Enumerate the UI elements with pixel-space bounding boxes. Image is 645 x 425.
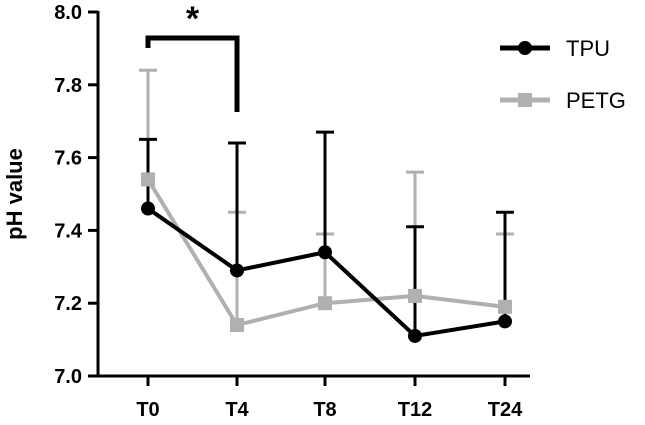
data-point xyxy=(498,314,512,329)
data-point xyxy=(318,245,332,260)
legend-marker xyxy=(518,93,532,107)
y-tick-label: 7.2 xyxy=(54,293,82,315)
y-tick-label: 7.0 xyxy=(54,366,82,388)
data-point xyxy=(230,263,244,278)
legend-item-petg: PETG xyxy=(500,88,626,113)
y-tick-label: 7.4 xyxy=(54,220,83,242)
x-tick-label: T0 xyxy=(136,399,159,421)
legend-item-tpu: TPU xyxy=(500,36,610,61)
x-tick-label: T8 xyxy=(313,399,336,421)
data-point xyxy=(230,318,244,333)
x-tick-label: T24 xyxy=(488,399,523,421)
annotation-layer: * xyxy=(145,0,240,112)
y-tick-label: 7.6 xyxy=(54,148,82,170)
x-tick-label: T12 xyxy=(398,399,432,421)
legend: TPU PETG xyxy=(500,36,626,113)
y-tick-label: 8.0 xyxy=(54,2,82,24)
data-point xyxy=(141,201,155,216)
x-tick-label: T4 xyxy=(225,399,249,421)
axes: 7.0 7.2 7.4 7.6 7.8 8.0 T0 T4 T8 T12 T24 xyxy=(54,2,530,421)
legend-marker xyxy=(518,41,532,55)
y-tick-label: 7.8 xyxy=(54,75,82,97)
data-point xyxy=(408,328,422,343)
data-point xyxy=(498,299,512,314)
y-axis-title: pH value xyxy=(2,148,27,240)
series-petg xyxy=(141,172,512,333)
significance-star: * xyxy=(186,0,200,38)
series-tpu xyxy=(141,201,512,343)
data-point xyxy=(318,296,332,311)
significance-bracket xyxy=(145,35,240,112)
legend-label: TPU xyxy=(566,36,610,61)
error-bars-tpu xyxy=(139,130,514,336)
series-layer xyxy=(139,68,514,343)
data-point xyxy=(141,172,155,187)
legend-label: PETG xyxy=(566,88,626,113)
data-point xyxy=(408,288,422,303)
